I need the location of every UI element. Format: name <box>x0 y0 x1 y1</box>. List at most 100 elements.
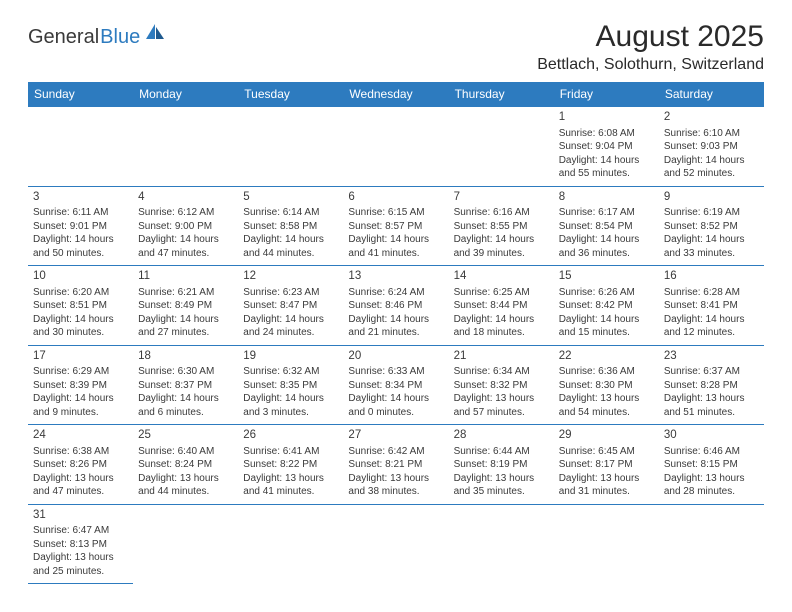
day-number: 31 <box>33 508 128 524</box>
day-number: 27 <box>348 428 443 444</box>
sunset-text: Sunset: 8:39 PM <box>33 379 128 393</box>
sunset-text: Sunset: 8:37 PM <box>138 379 233 393</box>
day-number: 30 <box>664 428 759 444</box>
daylight-text: Daylight: 14 hours <box>138 233 233 247</box>
day-number: 26 <box>243 428 338 444</box>
day-header-row: Sunday Monday Tuesday Wednesday Thursday… <box>28 82 764 107</box>
calendar-cell: 23Sunrise: 6:37 AMSunset: 8:28 PMDayligh… <box>659 345 764 425</box>
sunset-text: Sunset: 8:17 PM <box>559 458 654 472</box>
daylight-text: Daylight: 14 hours <box>348 392 443 406</box>
calendar-week: 10Sunrise: 6:20 AMSunset: 8:51 PMDayligh… <box>28 266 764 346</box>
calendar-cell: 9Sunrise: 6:19 AMSunset: 8:52 PMDaylight… <box>659 186 764 266</box>
daylight-text: and 44 minutes. <box>243 247 338 261</box>
daylight-text: and 50 minutes. <box>33 247 128 261</box>
calendar-cell: 1Sunrise: 6:08 AMSunset: 9:04 PMDaylight… <box>554 107 659 187</box>
daylight-text: and 39 minutes. <box>454 247 549 261</box>
page-title: August 2025 <box>537 20 764 54</box>
calendar-cell: 3Sunrise: 6:11 AMSunset: 9:01 PMDaylight… <box>28 186 133 266</box>
calendar-cell <box>28 107 133 187</box>
daylight-text: Daylight: 14 hours <box>664 313 759 327</box>
sunrise-text: Sunrise: 6:47 AM <box>33 524 128 538</box>
daylight-text: Daylight: 13 hours <box>348 472 443 486</box>
sunset-text: Sunset: 8:28 PM <box>664 379 759 393</box>
sunrise-text: Sunrise: 6:45 AM <box>559 445 654 459</box>
day-header: Sunday <box>28 82 133 107</box>
calendar-cell <box>449 504 554 584</box>
daylight-text: Daylight: 14 hours <box>33 313 128 327</box>
day-number: 3 <box>33 190 128 206</box>
calendar-cell: 18Sunrise: 6:30 AMSunset: 8:37 PMDayligh… <box>133 345 238 425</box>
calendar-cell: 22Sunrise: 6:36 AMSunset: 8:30 PMDayligh… <box>554 345 659 425</box>
daylight-text: and 6 minutes. <box>138 406 233 420</box>
daylight-text: Daylight: 14 hours <box>33 392 128 406</box>
daylight-text: and 9 minutes. <box>33 406 128 420</box>
day-number: 18 <box>138 349 233 365</box>
sunset-text: Sunset: 8:47 PM <box>243 299 338 313</box>
calendar-cell <box>343 107 448 187</box>
calendar-cell: 24Sunrise: 6:38 AMSunset: 8:26 PMDayligh… <box>28 425 133 505</box>
day-number: 9 <box>664 190 759 206</box>
daylight-text: Daylight: 13 hours <box>664 472 759 486</box>
sunrise-text: Sunrise: 6:34 AM <box>454 365 549 379</box>
daylight-text: Daylight: 13 hours <box>559 392 654 406</box>
sunrise-text: Sunrise: 6:24 AM <box>348 286 443 300</box>
daylight-text: and 15 minutes. <box>559 326 654 340</box>
daylight-text: and 27 minutes. <box>138 326 233 340</box>
calendar-cell: 13Sunrise: 6:24 AMSunset: 8:46 PMDayligh… <box>343 266 448 346</box>
calendar-cell: 2Sunrise: 6:10 AMSunset: 9:03 PMDaylight… <box>659 107 764 187</box>
daylight-text: and 0 minutes. <box>348 406 443 420</box>
sunset-text: Sunset: 8:58 PM <box>243 220 338 234</box>
daylight-text: and 41 minutes. <box>243 485 338 499</box>
daylight-text: Daylight: 14 hours <box>138 313 233 327</box>
page-subtitle: Bettlach, Solothurn, Switzerland <box>537 56 764 74</box>
day-number: 8 <box>559 190 654 206</box>
daylight-text: and 21 minutes. <box>348 326 443 340</box>
day-number: 6 <box>348 190 443 206</box>
daylight-text: Daylight: 13 hours <box>664 392 759 406</box>
sunrise-text: Sunrise: 6:33 AM <box>348 365 443 379</box>
daylight-text: and 28 minutes. <box>664 485 759 499</box>
calendar-cell: 12Sunrise: 6:23 AMSunset: 8:47 PMDayligh… <box>238 266 343 346</box>
sunrise-text: Sunrise: 6:23 AM <box>243 286 338 300</box>
sunset-text: Sunset: 9:00 PM <box>138 220 233 234</box>
calendar-cell: 4Sunrise: 6:12 AMSunset: 9:00 PMDaylight… <box>133 186 238 266</box>
sunrise-text: Sunrise: 6:11 AM <box>33 206 128 220</box>
calendar-cell: 6Sunrise: 6:15 AMSunset: 8:57 PMDaylight… <box>343 186 448 266</box>
sunrise-text: Sunrise: 6:10 AM <box>664 127 759 141</box>
sunset-text: Sunset: 8:52 PM <box>664 220 759 234</box>
sunset-text: Sunset: 8:46 PM <box>348 299 443 313</box>
title-block: August 2025 Bettlach, Solothurn, Switzer… <box>537 20 764 74</box>
daylight-text: Daylight: 13 hours <box>138 472 233 486</box>
day-header: Monday <box>133 82 238 107</box>
sunset-text: Sunset: 8:34 PM <box>348 379 443 393</box>
logo-text-blue: Blue <box>100 26 140 49</box>
calendar-cell: 30Sunrise: 6:46 AMSunset: 8:15 PMDayligh… <box>659 425 764 505</box>
calendar-week: 24Sunrise: 6:38 AMSunset: 8:26 PMDayligh… <box>28 425 764 505</box>
day-number: 12 <box>243 269 338 285</box>
calendar-cell: 17Sunrise: 6:29 AMSunset: 8:39 PMDayligh… <box>28 345 133 425</box>
sunrise-text: Sunrise: 6:36 AM <box>559 365 654 379</box>
daylight-text: and 44 minutes. <box>138 485 233 499</box>
daylight-text: Daylight: 14 hours <box>454 313 549 327</box>
day-header: Wednesday <box>343 82 448 107</box>
day-number: 13 <box>348 269 443 285</box>
daylight-text: Daylight: 13 hours <box>454 392 549 406</box>
sunset-text: Sunset: 9:03 PM <box>664 140 759 154</box>
day-number: 2 <box>664 110 759 126</box>
calendar-cell: 16Sunrise: 6:28 AMSunset: 8:41 PMDayligh… <box>659 266 764 346</box>
calendar-week: 1Sunrise: 6:08 AMSunset: 9:04 PMDaylight… <box>28 107 764 187</box>
sunset-text: Sunset: 9:04 PM <box>559 140 654 154</box>
daylight-text: and 54 minutes. <box>559 406 654 420</box>
calendar-cell: 27Sunrise: 6:42 AMSunset: 8:21 PMDayligh… <box>343 425 448 505</box>
sunset-text: Sunset: 8:24 PM <box>138 458 233 472</box>
sunrise-text: Sunrise: 6:42 AM <box>348 445 443 459</box>
sunrise-text: Sunrise: 6:20 AM <box>33 286 128 300</box>
daylight-text: and 24 minutes. <box>243 326 338 340</box>
sunrise-text: Sunrise: 6:21 AM <box>138 286 233 300</box>
daylight-text: Daylight: 14 hours <box>454 233 549 247</box>
sunrise-text: Sunrise: 6:32 AM <box>243 365 338 379</box>
sunrise-text: Sunrise: 6:14 AM <box>243 206 338 220</box>
day-number: 29 <box>559 428 654 444</box>
daylight-text: Daylight: 14 hours <box>243 233 338 247</box>
daylight-text: and 18 minutes. <box>454 326 549 340</box>
